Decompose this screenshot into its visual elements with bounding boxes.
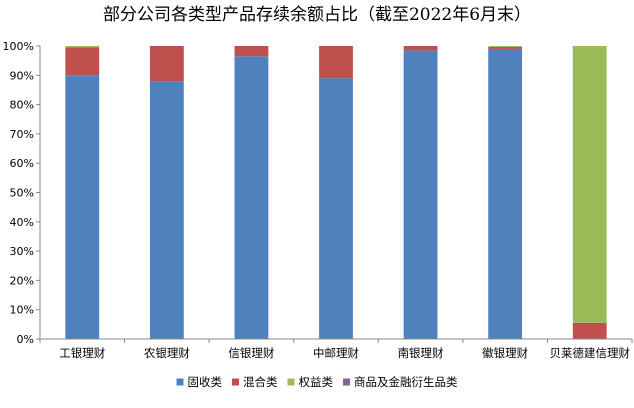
y-tick-label: 40% (10, 216, 34, 229)
bar-segment (488, 46, 523, 47)
bar-segment (488, 48, 523, 340)
bar-stack (488, 46, 523, 340)
bar-stack (234, 46, 269, 339)
x-category-label: 工银理财 (59, 346, 105, 360)
bar-segment (149, 46, 184, 82)
legend-swatch (176, 378, 184, 386)
bar-segment (65, 75, 100, 340)
bar-stack (65, 46, 100, 340)
legend-item: 权益类 (287, 375, 334, 389)
bar-segment (319, 78, 353, 339)
bar-stack (149, 46, 184, 339)
legend-label: 商品及金融衍生品类 (354, 375, 458, 389)
y-tick-label: 20% (10, 274, 34, 287)
y-tick-label: 30% (10, 245, 34, 258)
legend-label: 权益类 (299, 375, 334, 389)
bar-segment (319, 46, 353, 79)
bar-segment (572, 322, 607, 339)
bar-segment (149, 81, 184, 339)
legend-swatch (232, 378, 239, 386)
bar-stack (572, 46, 607, 339)
legend-swatch (343, 378, 350, 386)
x-category-label: 徽银理财 (482, 346, 528, 360)
y-tick-label: 10% (10, 304, 34, 317)
x-category-label: 贝莱德建信理财 (549, 346, 630, 360)
y-tick-label: 80% (10, 99, 34, 112)
y-tick-label: 60% (10, 157, 34, 170)
bar-segment (234, 56, 269, 339)
x-category-label: 农银理财 (144, 346, 190, 360)
x-category-label: 中邮理财 (313, 346, 359, 360)
bar-segment (234, 46, 269, 57)
bar-segment (403, 46, 438, 51)
y-tick-label: 0% (17, 333, 34, 346)
legend: 固收类 混合类 权益类 商品及金融衍生品类 (176, 375, 458, 389)
bar-segment (403, 50, 438, 340)
bar-segment (65, 47, 100, 76)
y-tick-label: 50% (10, 187, 34, 200)
bars (65, 46, 607, 340)
bar-segment (65, 46, 100, 48)
y-tick-label: 90% (10, 69, 34, 82)
legend-item: 商品及金融衍生品类 (343, 375, 458, 389)
x-axis: 工银理财 农银理财 信银理财 中邮理财 南银理财 徽银理财 贝莱德建信理财 (39, 338, 633, 360)
x-category-label: 信银理财 (228, 346, 274, 360)
bar-stack (403, 46, 438, 340)
legend-label: 混合类 (243, 375, 278, 389)
y-tick-label: 70% (10, 128, 34, 141)
legend-item: 混合类 (232, 375, 278, 389)
bar-stack (319, 46, 353, 339)
legend-item: 固收类 (176, 375, 223, 389)
bar-segment (488, 46, 523, 49)
y-axis: 0% 10% 20% 30% 40% 50% 60% 70% 80% 90% 100% (3, 40, 41, 346)
x-category-label: 南银理财 (398, 346, 444, 360)
legend-swatch (287, 378, 295, 386)
y-tick-label: 100% (3, 40, 34, 53)
chart-title: 部分公司各类型产品存续余额占比（截至2022年6月末） (103, 5, 531, 25)
legend-label: 固收类 (188, 375, 223, 389)
bar-segment (572, 46, 607, 323)
